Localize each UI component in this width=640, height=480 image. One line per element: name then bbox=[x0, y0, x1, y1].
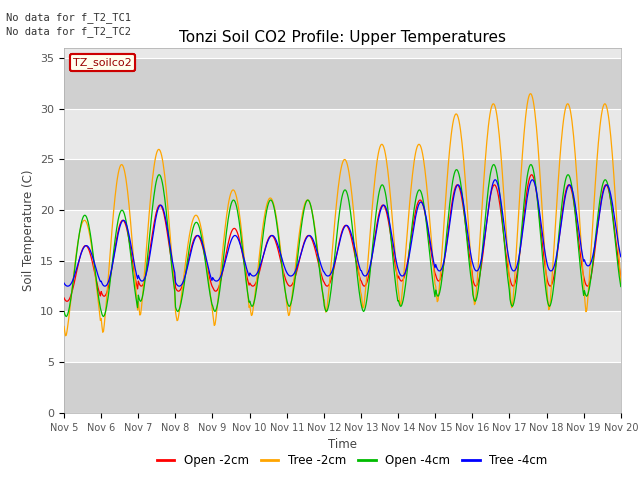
Open -2cm bbox=[214, 286, 222, 291]
Line: Open -4cm: Open -4cm bbox=[64, 165, 621, 316]
Tree -4cm bbox=[60, 280, 68, 286]
Open -4cm bbox=[490, 162, 498, 168]
Open -4cm bbox=[214, 298, 222, 304]
Tree -4cm bbox=[428, 244, 435, 250]
Title: Tonzi Soil CO2 Profile: Upper Temperatures: Tonzi Soil CO2 Profile: Upper Temperatur… bbox=[179, 30, 506, 46]
Open -4cm bbox=[185, 249, 193, 255]
Tree -2cm bbox=[526, 91, 534, 96]
Open -4cm bbox=[71, 265, 79, 271]
Text: No data for f_T2_TC2: No data for f_T2_TC2 bbox=[6, 26, 131, 37]
Tree -2cm bbox=[60, 324, 68, 329]
Tree -2cm bbox=[71, 262, 79, 268]
Tree -4cm bbox=[185, 259, 193, 264]
Tree -2cm bbox=[185, 237, 193, 243]
Tree -2cm bbox=[214, 296, 222, 301]
Tree -4cm bbox=[128, 249, 136, 255]
Tree -2cm bbox=[617, 281, 625, 287]
Y-axis label: Soil Temperature (C): Soil Temperature (C) bbox=[22, 169, 35, 291]
Open -2cm bbox=[428, 249, 435, 255]
Bar bbox=[64, 362, 621, 413]
Open -2cm bbox=[411, 212, 419, 218]
Open -2cm bbox=[128, 256, 136, 262]
Text: No data for f_T2_TC1: No data for f_T2_TC1 bbox=[6, 12, 131, 23]
Open -2cm bbox=[71, 277, 79, 283]
Legend: TZ_soilco2: TZ_soilco2 bbox=[70, 54, 135, 71]
Open -2cm bbox=[60, 295, 68, 301]
Open -4cm bbox=[411, 202, 419, 208]
Tree -2cm bbox=[128, 238, 136, 244]
Legend: Open -2cm, Tree -2cm, Open -4cm, Tree -4cm: Open -2cm, Tree -2cm, Open -4cm, Tree -4… bbox=[152, 449, 552, 472]
Open -4cm bbox=[428, 264, 435, 270]
Tree -4cm bbox=[492, 177, 499, 182]
Tree -4cm bbox=[617, 254, 625, 260]
Tree -2cm bbox=[428, 234, 435, 240]
Tree -2cm bbox=[61, 333, 69, 339]
Open -4cm bbox=[617, 284, 625, 289]
Bar bbox=[64, 159, 621, 210]
Bar bbox=[64, 58, 621, 109]
Tree -4cm bbox=[64, 283, 72, 289]
Open -2cm bbox=[63, 299, 71, 304]
Open -4cm bbox=[63, 313, 70, 319]
Line: Tree -4cm: Tree -4cm bbox=[64, 180, 621, 286]
Open -2cm bbox=[617, 274, 625, 279]
Open -2cm bbox=[528, 172, 536, 178]
Tree -4cm bbox=[214, 277, 222, 283]
X-axis label: Time: Time bbox=[328, 438, 357, 451]
Open -4cm bbox=[60, 309, 68, 314]
Open -2cm bbox=[185, 256, 193, 262]
Line: Open -2cm: Open -2cm bbox=[64, 175, 621, 301]
Open -4cm bbox=[128, 264, 136, 270]
Bar bbox=[64, 261, 621, 312]
Tree -2cm bbox=[411, 154, 419, 160]
Tree -4cm bbox=[411, 218, 419, 224]
Tree -4cm bbox=[71, 272, 79, 277]
Line: Tree -2cm: Tree -2cm bbox=[64, 94, 621, 336]
